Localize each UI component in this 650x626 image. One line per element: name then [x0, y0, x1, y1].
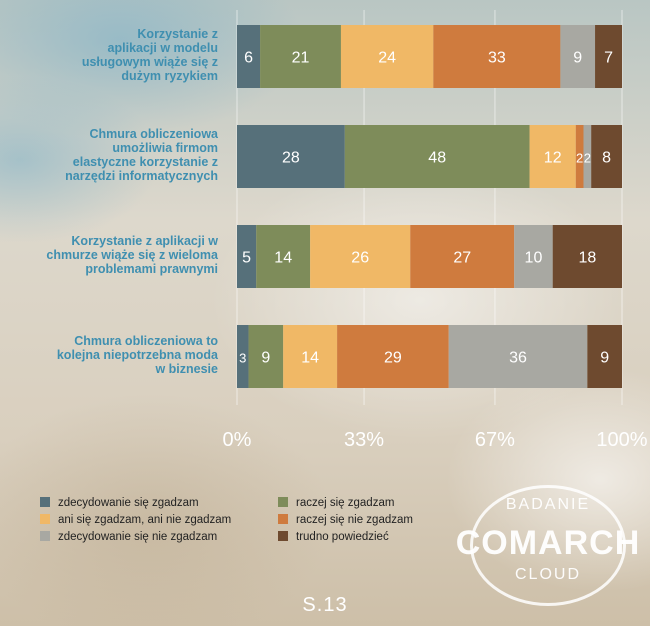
- legend-item-0: zdecydowanie się zgadzam: [40, 497, 199, 509]
- category-label-line: w biznesie: [155, 361, 218, 376]
- bar-segment-r3-s2: [283, 325, 338, 388]
- page-number: S.13: [302, 594, 348, 616]
- legend-label: trudno powiedzieć: [296, 531, 389, 543]
- data-label-r2-s5: 18: [578, 250, 596, 267]
- category-label-line: umożliwia firmom: [112, 140, 218, 155]
- legend-swatch: [40, 497, 50, 507]
- legend-item-3: raczej się nie zgadzam: [278, 514, 413, 526]
- x-tick-label-3: 100%: [596, 429, 647, 451]
- legend-item-1: raczej się zgadzam: [278, 497, 394, 509]
- data-label-r3-s1: 9: [261, 350, 270, 367]
- category-label-line: Chmura obliczeniowa to: [74, 333, 218, 348]
- data-label-r3-s0: 3: [239, 351, 246, 366]
- category-label-line: chmurze wiąże się z wieloma: [46, 247, 218, 262]
- legend-item-4: zdecydowanie się nie zgadzam: [40, 531, 217, 543]
- x-tick-label-0: 0%: [223, 429, 252, 451]
- bar-segment-r2-s0: [237, 225, 257, 288]
- data-label-r0-s2: 24: [378, 50, 396, 67]
- category-label-line: Korzystanie z: [137, 26, 218, 41]
- bar-segment-r1-s4: [583, 125, 592, 188]
- legend-label: ani się zgadzam, ani nie zgadzam: [58, 514, 232, 526]
- category-label-line: Korzystanie z aplikacji w: [71, 233, 218, 248]
- category-label-0: Korzystanie z aplikacji w modelu usługowym…: [8, 27, 218, 83]
- data-label-r3-s5: 9: [600, 350, 609, 367]
- bar-segment-r2-s3: [410, 225, 515, 288]
- bar-segment-r3-s5: [587, 325, 622, 388]
- bar-segment-r3-s0: [237, 325, 249, 388]
- data-label-r1-s4: 2: [584, 151, 591, 166]
- bar-segment-r3-s4: [448, 325, 588, 388]
- data-label-r2-s2: 26: [351, 250, 369, 267]
- category-label-line: kolejna niepotrzebna moda: [56, 347, 218, 362]
- bar-segment-r1-s2: [529, 125, 576, 188]
- data-label-r2-s1: 14: [274, 250, 292, 267]
- data-label-r2-s4: 10: [525, 250, 543, 267]
- category-label-line: narzędzi informatycznych: [65, 168, 218, 183]
- category-label-1: Chmura obliczeniowa umożliwia firmom elast…: [8, 127, 218, 183]
- category-label-line: aplikacji w modelu: [107, 40, 218, 55]
- bar-segment-r3-s1: [248, 325, 284, 388]
- stacked-bar-chart: 6 21 24 33 9 728 48 12 2 2 85 14 26 27 10 183 9 14 29 36 90%…: [223, 25, 647, 451]
- legend-label: raczej się zgadzam: [296, 497, 395, 509]
- data-label-r0-s3: 33: [488, 50, 506, 67]
- bar-segment-r0-s4: [560, 25, 596, 88]
- data-label-r1-s5: 8: [602, 150, 611, 167]
- data-label-r1-s3: 2: [576, 151, 583, 166]
- data-label-r3-s2: 14: [301, 350, 319, 367]
- data-label-r2-s0: 5: [242, 250, 251, 267]
- data-label-r1-s1: 48: [428, 150, 446, 167]
- logo-line-2: COMARCH: [455, 524, 641, 562]
- x-tick-label-2: 67%: [475, 429, 515, 451]
- bar-segment-r3-s3: [337, 325, 449, 388]
- logo-line-1: BADANIE: [505, 496, 591, 513]
- bar-segment-r2-s5: [552, 225, 622, 288]
- logo-line-3: CLOUD: [514, 566, 581, 583]
- legend-swatch: [278, 531, 288, 541]
- data-label-r0-s5: 7: [604, 50, 613, 67]
- x-tick-label-1: 33%: [344, 429, 384, 451]
- bar-segment-r1-s5: [591, 125, 622, 188]
- category-label-line: problemami prawnymi: [85, 261, 218, 276]
- data-label-r2-s3: 27: [453, 250, 471, 267]
- bar-segment-r1-s0: [237, 125, 345, 188]
- data-label-r0-s4: 9: [573, 50, 582, 67]
- bar-segment-r0-s2: [340, 25, 434, 88]
- data-label-r0-s1: 21: [292, 50, 310, 67]
- legend-label: zdecydowanie się zgadzam: [58, 497, 199, 509]
- data-label-r3-s4: 36: [509, 350, 527, 367]
- bar-segment-r0-s3: [433, 25, 561, 88]
- legend-item-2: ani się zgadzam, ani nie zgadzam: [40, 514, 231, 526]
- legend-item-5: trudno powiedzieć: [278, 531, 389, 543]
- bar-segment-r0-s5: [595, 25, 622, 88]
- legend-swatch: [278, 497, 288, 507]
- bar-segment-r2-s4: [514, 225, 553, 288]
- bar-segment-r1-s3: [575, 125, 584, 188]
- category-label-2: Korzystanie z aplikacji w chmurze wiąże s…: [8, 234, 218, 276]
- legend-swatch: [40, 514, 50, 524]
- category-label-line: usługowym wiąże się z: [81, 54, 218, 69]
- category-label-line: dużym ryzykiem: [121, 68, 218, 83]
- category-label-3: Chmura obliczeniowa to kolejna niepotrzeb…: [8, 334, 218, 376]
- data-label-r3-s3: 29: [384, 350, 402, 367]
- data-label-r0-s0: 6: [244, 50, 253, 67]
- legend-label: raczej się nie zgadzam: [296, 514, 413, 526]
- bar-segment-r2-s1: [256, 225, 311, 288]
- bar-segment-r0-s1: [260, 25, 341, 88]
- category-label-line: elastyczne korzystanie z: [72, 154, 218, 169]
- bar-segment-r0-s0: [237, 25, 261, 88]
- legend-swatch: [278, 514, 288, 524]
- comarch-cloud-logo: BADANIE COMARCH CLOUD: [456, 485, 639, 606]
- legend-label: zdecydowanie się nie zgadzam: [58, 531, 218, 543]
- data-label-r1-s0: 28: [282, 150, 300, 167]
- category-label-line: Chmura obliczeniowa: [89, 126, 219, 141]
- data-label-r1-s2: 12: [544, 150, 562, 167]
- bar-segment-r2-s2: [310, 225, 411, 288]
- bar-segment-r1-s1: [344, 125, 530, 188]
- legend-swatch: [40, 531, 50, 541]
